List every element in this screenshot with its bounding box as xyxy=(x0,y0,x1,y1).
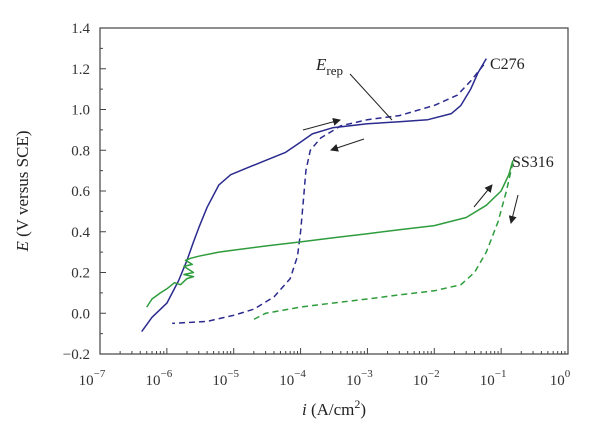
x-axis-label: i (A/cm2) xyxy=(302,397,366,419)
y-tick-label: 1.0 xyxy=(71,103,90,119)
y-axis-ticks: −0.2 0.0 0.2 0.4 0.6 0.8 1.0 1.2 1.4 xyxy=(63,21,106,363)
x-tick-label: 10−7 xyxy=(79,368,106,389)
x-tick-label: 10−6 xyxy=(145,368,172,389)
ss316-reverse-scan-line xyxy=(253,162,514,321)
y-tick-label: 0.6 xyxy=(71,184,90,200)
y-tick-label: 0.8 xyxy=(71,143,90,159)
ss316-reverse-arrow xyxy=(508,194,519,224)
x-tick-label: 10−1 xyxy=(480,368,507,389)
c276-reverse-scan-line xyxy=(172,64,485,325)
x-axis-symbol: i xyxy=(302,400,307,419)
x-tick-label: 100 xyxy=(550,368,571,389)
erep-subscript: rep xyxy=(326,63,343,78)
x-tick-label: 10−5 xyxy=(212,368,239,389)
y-tick-label: −0.2 xyxy=(63,347,90,363)
series-label-ss316: SS316 xyxy=(512,154,554,171)
erep-pointer-line xyxy=(349,73,393,121)
c276-reverse-arrow xyxy=(330,138,365,152)
x-axis-unit-close: ) xyxy=(360,400,366,419)
y-axis-unit: (V versus SCE) xyxy=(13,130,32,241)
ss316-forward-arrow xyxy=(473,184,493,208)
erep-symbol: E xyxy=(315,55,327,74)
c276-forward-scan-line xyxy=(141,58,487,333)
y-tick-label: 0.0 xyxy=(71,306,90,322)
y-axis-label: E (V versus SCE) xyxy=(13,130,32,252)
ss316-forward-scan-line xyxy=(146,160,514,308)
y-tick-label: 0.4 xyxy=(71,225,90,241)
x-tick-label: 10−2 xyxy=(413,368,440,389)
y-tick-label: 1.2 xyxy=(71,62,90,78)
x-axis-ticks: 10−7 10−6 10−5 10−4 10−3 10−2 10−1 100 xyxy=(79,348,571,389)
x-tick-label: 10−3 xyxy=(346,368,373,389)
series-lines xyxy=(141,58,514,333)
series-label-c276: C276 xyxy=(490,56,525,73)
c276-forward-arrow xyxy=(302,117,341,131)
x-tick-label: 10−4 xyxy=(279,368,306,389)
y-tick-label: 0.2 xyxy=(71,266,90,282)
x-axis-unit: (A/cm xyxy=(307,400,355,419)
y-tick-label: 1.4 xyxy=(71,21,90,37)
erep-label: Erep xyxy=(315,55,343,78)
y-axis-symbol: E xyxy=(13,241,32,253)
x-axis-unit-exponent: 2 xyxy=(354,397,360,411)
